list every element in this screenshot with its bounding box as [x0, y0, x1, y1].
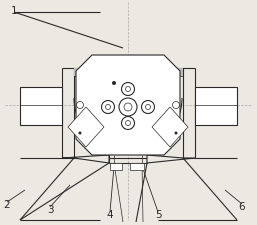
Polygon shape [62, 155, 109, 163]
Polygon shape [76, 55, 180, 155]
Circle shape [175, 131, 178, 135]
Polygon shape [147, 155, 195, 163]
Text: 5: 5 [155, 210, 161, 220]
Polygon shape [195, 87, 237, 125]
Polygon shape [152, 107, 188, 147]
Circle shape [112, 81, 116, 85]
Circle shape [78, 131, 81, 135]
Polygon shape [130, 163, 144, 170]
Text: 3: 3 [47, 205, 53, 215]
Text: 4: 4 [107, 210, 113, 220]
Text: 1: 1 [11, 6, 17, 16]
Text: 6: 6 [239, 202, 245, 212]
Bar [74, 68, 183, 76]
Polygon shape [110, 163, 122, 170]
Text: 2: 2 [4, 200, 10, 210]
Polygon shape [68, 107, 104, 147]
Polygon shape [20, 87, 62, 125]
